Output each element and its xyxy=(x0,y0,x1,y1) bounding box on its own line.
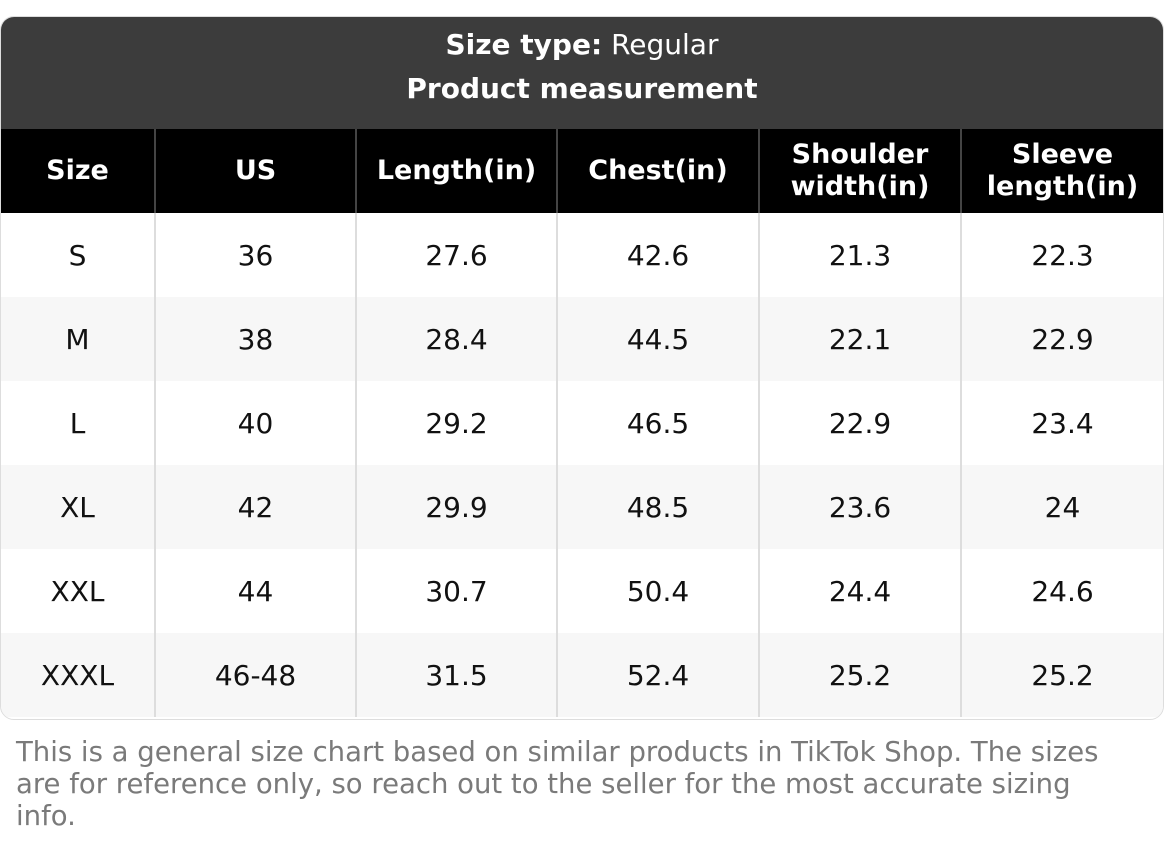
table-cell: 29.2 xyxy=(355,381,557,465)
size-type-value: Regular xyxy=(611,28,719,61)
table-row: XL 42 29.9 48.5 23.6 24 xyxy=(1,465,1163,549)
size-type: Size type: Regular xyxy=(1,17,1163,63)
table-cell: 22.1 xyxy=(758,297,961,381)
table-cell: 42 xyxy=(154,465,356,549)
column-header-length: Length(in) xyxy=(355,129,557,213)
table-cell: 38 xyxy=(154,297,356,381)
table-cell: 25.2 xyxy=(758,633,961,717)
table-row: M 38 28.4 44.5 22.1 22.9 xyxy=(1,297,1163,381)
table-cell: XL xyxy=(1,465,155,549)
table-cell: 30.7 xyxy=(355,549,557,633)
table-cell: 22.9 xyxy=(758,381,961,465)
size-table: Size US Length(in) Chest(in) Shoulder wi… xyxy=(1,129,1163,717)
table-row: S 36 27.6 42.6 21.3 22.3 xyxy=(1,213,1163,297)
table-cell: 23.6 xyxy=(758,465,961,549)
table-cell: 21.3 xyxy=(758,213,961,297)
table-cell: XXL xyxy=(50,574,105,608)
table-cell: 44.5 xyxy=(556,297,759,381)
table-cell: S xyxy=(68,238,87,272)
table-row: XXXL 46-48 31.5 52.4 25.2 25.2 xyxy=(1,633,1163,717)
table-cell: 42.6 xyxy=(556,213,759,297)
table-cell: XXXL xyxy=(1,633,155,717)
table-cell: L xyxy=(69,406,86,440)
size-chart-disclaimer: This is a general size chart based on si… xyxy=(16,736,1099,832)
table-row: XXL 44 30.7 50.4 24.4 24.6 xyxy=(1,549,1163,633)
product-measurement-title: Product measurement xyxy=(406,72,758,105)
table-cell: M xyxy=(1,297,155,381)
table-cell: 52.4 xyxy=(556,633,759,717)
table-cell: 27.6 xyxy=(355,213,557,297)
table-row: L 40 29.2 46.5 22.9 23.4 xyxy=(1,381,1163,465)
column-header-shoulder-width: Shoulder width(in) xyxy=(758,129,961,213)
size-chart-card: Size type: Regular Product measurement S… xyxy=(0,16,1164,720)
table-cell: 23.4 xyxy=(960,381,1163,465)
table-cell: 48.5 xyxy=(556,465,759,549)
column-header-size: Size xyxy=(1,129,155,213)
table-cell: 24 xyxy=(960,465,1163,549)
table-cell: 44 xyxy=(154,549,356,633)
column-header-chest: Chest(in) xyxy=(556,129,759,213)
table-cell: 24.4 xyxy=(758,549,961,633)
column-header-sleeve-length: Sleeve length(in) xyxy=(960,129,1163,213)
table-cell: 40 xyxy=(154,381,356,465)
table-cell: 31.5 xyxy=(355,633,557,717)
table-cell: 28.4 xyxy=(355,297,557,381)
table-cell: 46-48 xyxy=(154,633,356,717)
table-cell: 25.2 xyxy=(960,633,1163,717)
size-chart-header: Size type: Regular Product measurement xyxy=(1,17,1163,129)
table-cell: 22.9 xyxy=(960,297,1163,381)
table-cell: 24.6 xyxy=(960,549,1163,633)
size-type-label: Size type: xyxy=(445,28,603,61)
table-cell: 50.4 xyxy=(556,549,759,633)
table-cell: 36 xyxy=(154,213,356,297)
table-header-row: Size US Length(in) Chest(in) Shoulder wi… xyxy=(1,129,1163,213)
table-cell: 29.9 xyxy=(355,465,557,549)
table-cell: 46.5 xyxy=(556,381,759,465)
table-cell: 22.3 xyxy=(960,213,1163,297)
column-header-us: US xyxy=(154,129,356,213)
